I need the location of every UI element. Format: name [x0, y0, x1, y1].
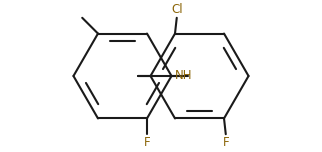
Text: F: F	[223, 136, 229, 149]
Text: Cl: Cl	[171, 3, 183, 16]
Text: NH: NH	[175, 69, 193, 83]
Text: F: F	[144, 136, 150, 149]
